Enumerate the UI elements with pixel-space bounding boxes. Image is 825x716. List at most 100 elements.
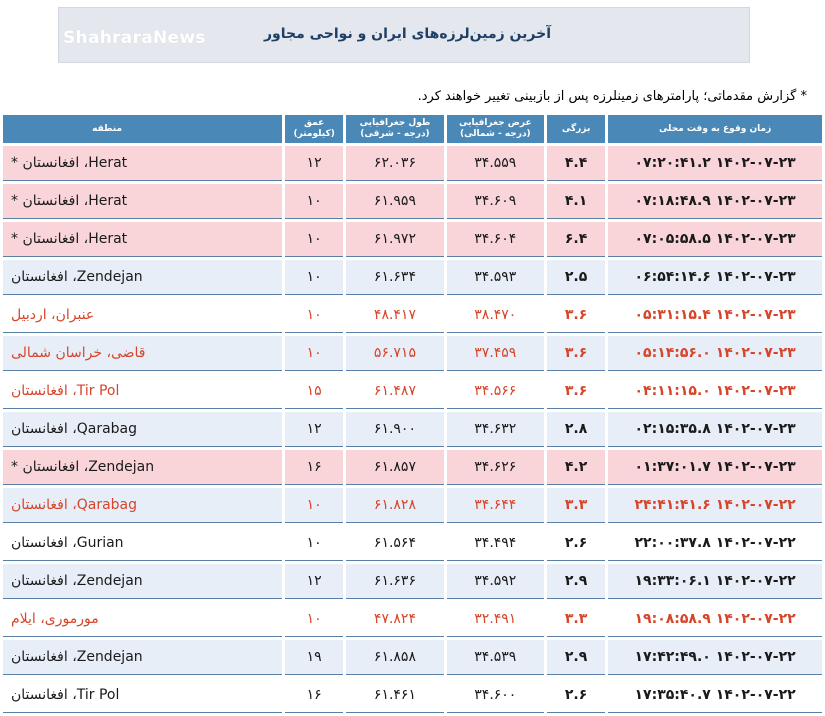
region-cell: Zendejan، افغانستان	[3, 260, 283, 295]
preliminary-report-note: * گزارش مقدماتی؛ پارامترهای زمینلرزه پس …	[417, 89, 807, 104]
watermark-logo: ShahraraNews	[63, 28, 206, 48]
magnitude-cell: ۳.۳	[547, 602, 606, 637]
magnitude-cell: ۲.۹	[547, 640, 606, 675]
latitude-cell: ۳۴.۵۹۳	[446, 260, 544, 295]
table-row: ۱۴۰۲-۰۷-۲۲ ۱۷:۳۵:۴۰.۷ ۲.۶ ۳۴.۶۰۰ ۶۱.۴۶۱ ۱۶ Ti…	[3, 678, 822, 713]
depth-cell: ۱۰	[285, 336, 344, 371]
table-row: ۱۴۰۲-۰۷-۲۲ ۱۹:۳۳:۰۶.۱ ۲.۹ ۳۴.۵۹۲ ۶۱.۶۳۶ ۱۲ Ze…	[3, 564, 822, 599]
magnitude-cell: ۲.۵	[547, 260, 606, 295]
column-header-latitude: عرض جغرافیایی (درجه - شمالی)	[446, 115, 544, 143]
magnitude-cell: ۲.۶	[547, 678, 606, 713]
longitude-cell: ۶۱.۶۳۶	[346, 564, 444, 599]
latitude-cell: ۳۴.۵۳۹	[446, 640, 544, 675]
magnitude-cell: ۳.۶	[547, 336, 606, 371]
header-banner: ShahraraNews آخرین زمین‌لرزه‌های ایران و…	[58, 7, 750, 63]
event-time-cell: ۱۴۰۲-۰۷-۲۲ ۲۴:۴۱:۴۱.۶	[608, 488, 822, 523]
longitude-cell: ۶۱.۵۶۴	[346, 526, 444, 561]
region-cell: عنبران، اردبیل	[3, 298, 283, 333]
latitude-cell: ۳۴.۶۰۹	[446, 184, 544, 219]
depth-cell: ۱۶	[285, 450, 344, 485]
latitude-cell: ۳۴.۶۰۰	[446, 678, 544, 713]
latitude-cell: ۳۲.۴۹۱	[446, 602, 544, 637]
longitude-cell: ۵۶.۷۱۵	[346, 336, 444, 371]
depth-cell: ۱۰	[285, 222, 344, 257]
region-cell: مورموری، ایلام	[3, 602, 283, 637]
region-cell: Herat، افغانستان *	[3, 222, 283, 257]
depth-cell: ۱۰	[285, 298, 344, 333]
latitude-cell: ۳۴.۶۲۶	[446, 450, 544, 485]
event-time-cell: ۱۴۰۲-۰۷-۲۳ ۰۵:۱۴:۵۶.۰	[608, 336, 822, 371]
event-time-cell: ۱۴۰۲-۰۷-۲۳ ۰۷:۱۸:۴۸.۹	[608, 184, 822, 219]
earthquake-table: زمان وقوع به وقت محلی بزرگی عرض جغرافیای…	[0, 112, 825, 716]
depth-cell: ۱۲	[285, 412, 344, 447]
region-cell: Zendejan، افغانستان	[3, 564, 283, 599]
table-row: ۱۴۰۲-۰۷-۲۳ ۰۴:۱۱:۱۵.۰ ۳.۶ ۳۴.۵۶۶ ۶۱.۴۸۷ ۱۵ Ti…	[3, 374, 822, 409]
region-cell: Gurian، افغانستان	[3, 526, 283, 561]
longitude-cell: ۶۱.۹۷۲	[346, 222, 444, 257]
magnitude-cell: ۳.۶	[547, 374, 606, 409]
magnitude-cell: ۲.۶	[547, 526, 606, 561]
event-time-cell: ۱۴۰۲-۰۷-۲۳ ۰۴:۱۱:۱۵.۰	[608, 374, 822, 409]
event-time-cell: ۱۴۰۲-۰۷-۲۳ ۰۷:۰۵:۵۸.۵	[608, 222, 822, 257]
column-header-time: زمان وقوع به وقت محلی	[608, 115, 822, 143]
longitude-cell: ۶۱.۹۰۰	[346, 412, 444, 447]
event-time-cell: ۱۴۰۲-۰۷-۲۲ ۲۲:۰۰:۳۷.۸	[608, 526, 822, 561]
latitude-cell: ۳۴.۶۳۲	[446, 412, 544, 447]
table-body: ۱۴۰۲-۰۷-۲۳ ۰۷:۲۰:۴۱.۲ ۴.۴ ۳۴.۵۵۹ ۶۲.۰۳۶ ۱۲ He…	[3, 146, 822, 713]
column-header-longitude: طول جغرافیایی (درجه - شرقی)	[346, 115, 444, 143]
magnitude-cell: ۶.۴	[547, 222, 606, 257]
depth-cell: ۱۰	[285, 260, 344, 295]
depth-cell: ۱۲	[285, 564, 344, 599]
region-cell: Tir Pol، افغانستان	[3, 678, 283, 713]
table-row: ۱۴۰۲-۰۷-۲۲ ۱۹:۰۸:۵۸.۹ ۳.۳ ۳۲.۴۹۱ ۴۷.۸۲۴ ۱۰ مو…	[3, 602, 822, 637]
depth-cell: ۱۰	[285, 526, 344, 561]
magnitude-cell: ۴.۴	[547, 146, 606, 181]
region-cell: Herat، افغانستان *	[3, 184, 283, 219]
event-time-cell: ۱۴۰۲-۰۷-۲۳ ۰۶:۵۴:۱۴.۶	[608, 260, 822, 295]
table-row: ۱۴۰۲-۰۷-۲۳ ۰۷:۰۵:۵۸.۵ ۶.۴ ۳۴.۶۰۴ ۶۱.۹۷۲ ۱۰ He…	[3, 222, 822, 257]
event-time-cell: ۱۴۰۲-۰۷-۲۲ ۱۹:۰۸:۵۸.۹	[608, 602, 822, 637]
longitude-cell: ۶۱.۹۵۹	[346, 184, 444, 219]
depth-cell: ۱۲	[285, 146, 344, 181]
longitude-cell: ۴۸.۴۱۷	[346, 298, 444, 333]
depth-cell: ۱۰	[285, 602, 344, 637]
magnitude-cell: ۴.۱	[547, 184, 606, 219]
region-cell: قاضی، خراسان شمالی	[3, 336, 283, 371]
latitude-cell: ۳۴.۶۰۴	[446, 222, 544, 257]
table-row: ۱۴۰۲-۰۷-۲۳ ۰۱:۳۷:۰۱.۷ ۴.۲ ۳۴.۶۲۶ ۶۱.۸۵۷ ۱۶ Ze…	[3, 450, 822, 485]
event-time-cell: ۱۴۰۲-۰۷-۲۲ ۱۷:۴۲:۴۹.۰	[608, 640, 822, 675]
region-cell: Qarabag، افغانستان	[3, 412, 283, 447]
region-cell: Herat، افغانستان *	[3, 146, 283, 181]
longitude-cell: ۶۱.۸۵۸	[346, 640, 444, 675]
table-header-row: زمان وقوع به وقت محلی بزرگی عرض جغرافیای…	[3, 115, 822, 143]
event-time-cell: ۱۴۰۲-۰۷-۲۳ ۰۱:۳۷:۰۱.۷	[608, 450, 822, 485]
magnitude-cell: ۳.۶	[547, 298, 606, 333]
table-row: ۱۴۰۲-۰۷-۲۳ ۰۶:۵۴:۱۴.۶ ۲.۵ ۳۴.۵۹۳ ۶۱.۶۳۴ ۱۰ Ze…	[3, 260, 822, 295]
table-row: ۱۴۰۲-۰۷-۲۲ ۲۴:۴۱:۴۱.۶ ۳.۳ ۳۴.۶۴۴ ۶۱.۸۲۸ ۱۰ Qa…	[3, 488, 822, 523]
event-time-cell: ۱۴۰۲-۰۷-۲۳ ۰۵:۳۱:۱۵.۴	[608, 298, 822, 333]
table-row: ۱۴۰۲-۰۷-۲۲ ۱۷:۴۲:۴۹.۰ ۲.۹ ۳۴.۵۳۹ ۶۱.۸۵۸ ۱۹ Ze…	[3, 640, 822, 675]
event-time-cell: ۱۴۰۲-۰۷-۲۲ ۱۹:۳۳:۰۶.۱	[608, 564, 822, 599]
latitude-cell: ۳۸.۴۷۰	[446, 298, 544, 333]
depth-cell: ۱۶	[285, 678, 344, 713]
latitude-cell: ۳۴.۴۹۴	[446, 526, 544, 561]
longitude-cell: ۶۱.۴۶۱	[346, 678, 444, 713]
table-row: ۱۴۰۲-۰۷-۲۳ ۰۲:۱۵:۳۵.۸ ۲.۸ ۳۴.۶۳۲ ۶۱.۹۰۰ ۱۲ Qa…	[3, 412, 822, 447]
longitude-cell: ۶۱.۸۵۷	[346, 450, 444, 485]
event-time-cell: ۱۴۰۲-۰۷-۲۲ ۱۷:۳۵:۴۰.۷	[608, 678, 822, 713]
table-row: ۱۴۰۲-۰۷-۲۳ ۰۵:۱۴:۵۶.۰ ۳.۶ ۳۷.۴۵۹ ۵۶.۷۱۵ ۱۰ قا…	[3, 336, 822, 371]
column-header-depth: عمق (کیلومتر)	[285, 115, 344, 143]
longitude-cell: ۴۷.۸۲۴	[346, 602, 444, 637]
page-title: آخرین زمین‌لرزه‌های ایران و نواحی مجاور	[263, 26, 551, 42]
table-row: ۱۴۰۲-۰۷-۲۳ ۰۵:۳۱:۱۵.۴ ۳.۶ ۳۸.۴۷۰ ۴۸.۴۱۷ ۱۰ عن…	[3, 298, 822, 333]
region-cell: Qarabag، افغانستان	[3, 488, 283, 523]
table-row: ۱۴۰۲-۰۷-۲۲ ۲۲:۰۰:۳۷.۸ ۲.۶ ۳۴.۴۹۴ ۶۱.۵۶۴ ۱۰ Gu…	[3, 526, 822, 561]
region-cell: Zendejan، افغانستان *	[3, 450, 283, 485]
table-row: ۱۴۰۲-۰۷-۲۳ ۰۷:۲۰:۴۱.۲ ۴.۴ ۳۴.۵۵۹ ۶۲.۰۳۶ ۱۲ He…	[3, 146, 822, 181]
latitude-cell: ۳۷.۴۵۹	[446, 336, 544, 371]
magnitude-cell: ۲.۸	[547, 412, 606, 447]
longitude-cell: ۶۱.۸۲۸	[346, 488, 444, 523]
event-time-cell: ۱۴۰۲-۰۷-۲۳ ۰۷:۲۰:۴۱.۲	[608, 146, 822, 181]
depth-cell: ۱۵	[285, 374, 344, 409]
column-header-magnitude: بزرگی	[547, 115, 606, 143]
